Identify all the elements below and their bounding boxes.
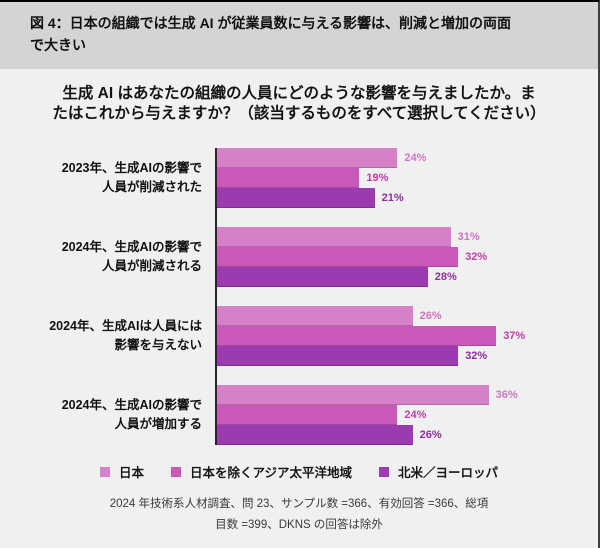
legend-label: 日本 [118,466,144,481]
bar-row: 26% [215,306,598,327]
bar-value-label: 32% [465,350,488,363]
bar-value-label: 31% [457,231,480,244]
figure-title-line2: で大きい [30,36,86,53]
chart-legend: 日本 日本を除くアジア太平洋地域 北米／ヨーロッパ [0,462,598,481]
chart-groups: 2023年、生成AIの影響で人員が削減された 24% 19% 21% 2024年、生成A… [0,148,598,446]
category-label-line1: 2024年、生成AIは人員には [49,318,202,333]
bar-value-label: 19% [366,172,389,185]
bar-日本を除くアジア太平洋地域 [215,247,459,268]
bar-value-label: 24% [404,409,427,422]
bar-北米／ヨーロッパ [215,267,428,288]
survey-question-line1: 生成 AI はあなたの組織の人員にどのような影響を与えましたか。ま [62,85,536,103]
legend-label: 日本を除くアジア太平洋地域 [189,466,352,481]
bar-value-label: 21% [381,192,404,205]
bar-row: 37% [215,326,598,347]
figure-title-bar: 図 4：日本の組織では生成 AI が従業員数に与える影響は、削減と増加の両面 で… [0,2,598,70]
bar-value-label: 24% [404,152,427,165]
bar-row: 36% [215,385,598,406]
category-label-line2: 人員が削減された [101,180,202,195]
bar-日本を除くアジア太平洋地域 [215,168,360,189]
group-bars: 26% 37% 32% [215,306,598,367]
group-bars: 31% 32% 28% [215,227,598,288]
survey-question-line2: たはこれから与えますか？（該当するものをすべて選択してください） [52,105,546,123]
bar-row: 32% [215,346,598,367]
bar-row: 24% [215,405,598,426]
bar-北米／ヨーロッパ [215,188,375,209]
bar-row: 19% [215,168,598,189]
category-label-line2: 影響を与えない [114,338,202,353]
bar-value-label: 37% [503,330,526,343]
bar-value-label: 28% [434,271,457,284]
bar-row: 26% [215,425,598,446]
chart-group: 2024年、生成AIの影響で人員が削減される 31% 32% 28% [0,227,598,288]
bar-row: 28% [215,267,598,288]
y-axis-line [215,148,217,446]
bar-日本 [215,148,398,169]
chart-group: 2023年、生成AIの影響で人員が削減された 24% 19% 21% [0,148,598,209]
bar-value-label: 26% [419,429,442,442]
legend-label: 北米／ヨーロッパ [398,466,499,481]
bar-value-label: 26% [419,310,442,323]
bar-value-label: 32% [465,251,488,264]
category-label-line1: 2024年、生成AIの影響で [61,397,202,412]
group-bars: 24% 19% 21% [215,148,598,209]
bar-row: 24% [215,148,598,169]
legend-swatch [379,466,389,477]
source-footnote-line1: 2024 年技術系人材調査、問 23、サンプル数 =366、有効回答 =366、… [109,498,489,511]
group-bars: 36% 24% 26% [215,385,598,446]
bar-row: 32% [215,247,598,268]
bar-日本 [215,306,413,327]
legend-swatch [170,466,181,477]
bar-value-label: 36% [495,389,518,402]
source-footnote: 2024 年技術系人材調査、問 23、サンプル数 =366、有効回答 =366、… [0,494,598,537]
category-label: 2023年、生成AIの影響で人員が削減された [0,159,215,198]
category-label: 2024年、生成AIは人員には影響を与えない [0,317,215,356]
legend-item-日本を除くアジア太平洋地域: 日本を除くアジア太平洋地域 [170,462,352,481]
legend-item-北米／ヨーロッパ: 北米／ヨーロッパ [379,462,498,481]
bar-北米／ヨーロッパ [215,425,413,446]
category-label-line1: 2024年、生成AIの影響で [61,239,202,254]
category-label-line1: 2023年、生成AIの影響で [61,160,202,175]
category-label: 2024年、生成AIの影響で人員が削減される [0,238,215,277]
chart-group: 2024年、生成AIは人員には影響を与えない 26% 37% 32% [0,306,598,367]
category-label-line2: 人員が増加する [114,417,202,432]
chart-group: 2024年、生成AIの影響で人員が増加する 36% 24% 26% [0,385,598,446]
bar-chart: 2023年、生成AIの影響で人員が削減された 24% 19% 21% 2024年、生成A… [0,148,598,446]
bar-日本を除くアジア太平洋地域 [215,326,497,347]
category-label-line2: 人員が削減される [101,259,202,274]
source-footnote-line2: 目数 =399、DKNS の回答は除外 [215,519,383,532]
bar-北米／ヨーロッパ [215,346,459,367]
survey-question: 生成 AI はあなたの組織の人員にどのような影響を与えましたか。ま たはこれから… [26,84,572,124]
category-label: 2024年、生成AIの影響で人員が増加する [0,396,215,435]
bar-日本 [215,385,489,406]
figure-title-line1: 図 4：日本の組織では生成 AI が従業員数に与える影響は、削減と増加の両面 [30,15,512,31]
bar-日本 [215,227,451,248]
bar-row: 31% [215,227,598,248]
legend-swatch [99,466,110,477]
bar-日本を除くアジア太平洋地域 [215,405,398,426]
bar-row: 21% [215,188,598,209]
legend-item-日本: 日本 [99,462,144,481]
